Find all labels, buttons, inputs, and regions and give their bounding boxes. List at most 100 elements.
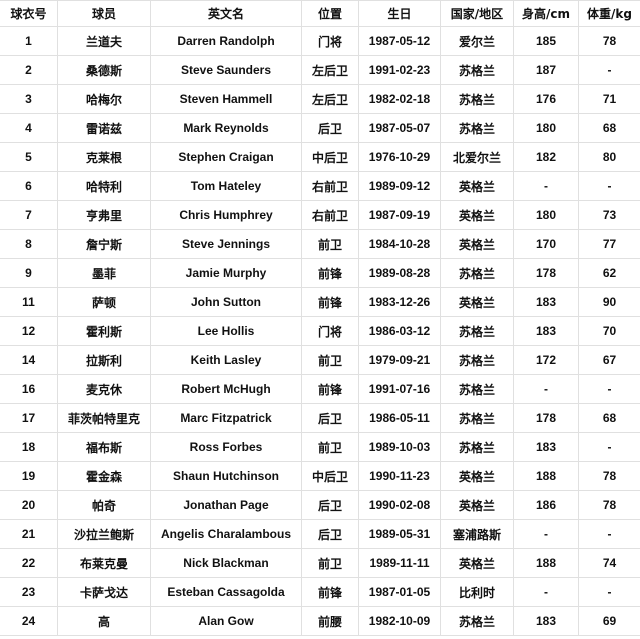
header-english-name: 英文名 bbox=[150, 0, 302, 27]
cell-english-name: Chris Humphrey bbox=[150, 200, 302, 230]
cell-player: 帕奇 bbox=[57, 490, 151, 520]
cell-player: 哈梅尔 bbox=[57, 84, 151, 114]
cell-height: - bbox=[513, 171, 579, 201]
cell-country: 苏格兰 bbox=[440, 316, 514, 346]
cell-english-name: Tom Hateley bbox=[150, 171, 302, 201]
table-row: 14 拉斯利 Keith Lasley 前卫 1979-09-21 苏格兰 172 67 bbox=[0, 345, 640, 375]
cell-number: 14 bbox=[0, 345, 58, 375]
cell-english-name: Lee Hollis bbox=[150, 316, 302, 346]
cell-birthday: 1986-03-12 bbox=[358, 316, 441, 346]
cell-birthday: 1983-12-26 bbox=[358, 287, 441, 317]
cell-player: 高 bbox=[57, 606, 151, 636]
cell-position: 门将 bbox=[301, 26, 359, 56]
table-row: 2 桑德斯 Steve Saunders 左后卫 1991-02-23 苏格兰 187- bbox=[0, 55, 640, 85]
cell-height: 183 bbox=[513, 606, 579, 636]
cell-country: 苏格兰 bbox=[440, 84, 514, 114]
cell-number: 4 bbox=[0, 113, 58, 143]
cell-position: 后卫 bbox=[301, 519, 359, 549]
table-row: 20 帕奇 Jonathan Page 后卫 1990-02-08 英格兰 186 78 bbox=[0, 490, 640, 520]
cell-weight: 78 bbox=[578, 26, 640, 56]
cell-country: 苏格兰 bbox=[440, 403, 514, 433]
cell-position: 中后卫 bbox=[301, 461, 359, 491]
cell-position: 前锋 bbox=[301, 258, 359, 288]
header-position: 位置 bbox=[301, 0, 359, 27]
cell-weight: 68 bbox=[578, 113, 640, 143]
cell-birthday: 1991-07-16 bbox=[358, 374, 441, 404]
cell-country: 塞浦路斯 bbox=[440, 519, 514, 549]
cell-country: 苏格兰 bbox=[440, 432, 514, 462]
cell-player: 兰道夫 bbox=[57, 26, 151, 56]
cell-position: 前锋 bbox=[301, 374, 359, 404]
cell-english-name: Esteban Cassagolda bbox=[150, 577, 302, 607]
cell-weight: 73 bbox=[578, 200, 640, 230]
cell-height: 188 bbox=[513, 461, 579, 491]
cell-weight: - bbox=[578, 577, 640, 607]
cell-player: 詹宁斯 bbox=[57, 229, 151, 259]
table-row: 3 哈梅尔 Steven Hammell 左后卫 1982-02-18 苏格兰 176 71 bbox=[0, 84, 640, 114]
cell-country: 苏格兰 bbox=[440, 258, 514, 288]
cell-birthday: 1990-11-23 bbox=[358, 461, 441, 491]
cell-english-name: Steve Jennings bbox=[150, 229, 302, 259]
cell-player: 菲茨帕特里克 bbox=[57, 403, 151, 433]
cell-height: 172 bbox=[513, 345, 579, 375]
table-row: 4 雷诺兹 Mark Reynolds 后卫 1987-05-07 苏格兰 180 68 bbox=[0, 113, 640, 143]
cell-weight: 74 bbox=[578, 548, 640, 578]
header-player: 球员 bbox=[57, 0, 151, 27]
cell-weight: - bbox=[578, 374, 640, 404]
cell-player: 墨菲 bbox=[57, 258, 151, 288]
cell-height: 183 bbox=[513, 316, 579, 346]
header-height: 身高/cm bbox=[513, 0, 579, 27]
cell-weight: 90 bbox=[578, 287, 640, 317]
cell-country: 苏格兰 bbox=[440, 374, 514, 404]
cell-weight: - bbox=[578, 432, 640, 462]
cell-player: 桑德斯 bbox=[57, 55, 151, 85]
cell-birthday: 1982-02-18 bbox=[358, 84, 441, 114]
cell-position: 前卫 bbox=[301, 345, 359, 375]
cell-birthday: 1989-05-31 bbox=[358, 519, 441, 549]
cell-number: 16 bbox=[0, 374, 58, 404]
cell-position: 前锋 bbox=[301, 287, 359, 317]
cell-number: 20 bbox=[0, 490, 58, 520]
cell-english-name: Keith Lasley bbox=[150, 345, 302, 375]
header-row: 球衣号 球员 英文名 位置 生日 国家/地区 身高/cm 体重/kg bbox=[0, 0, 640, 27]
cell-birthday: 1989-11-11 bbox=[358, 548, 441, 578]
cell-player: 拉斯利 bbox=[57, 345, 151, 375]
cell-height: 188 bbox=[513, 548, 579, 578]
cell-country: 英格兰 bbox=[440, 461, 514, 491]
cell-country: 比利时 bbox=[440, 577, 514, 607]
cell-number: 12 bbox=[0, 316, 58, 346]
cell-weight: 69 bbox=[578, 606, 640, 636]
cell-weight: 78 bbox=[578, 490, 640, 520]
cell-number: 18 bbox=[0, 432, 58, 462]
cell-number: 6 bbox=[0, 171, 58, 201]
cell-height: 182 bbox=[513, 142, 579, 172]
cell-country: 苏格兰 bbox=[440, 113, 514, 143]
cell-number: 3 bbox=[0, 84, 58, 114]
cell-player: 雷诺兹 bbox=[57, 113, 151, 143]
cell-english-name: Ross Forbes bbox=[150, 432, 302, 462]
cell-country: 苏格兰 bbox=[440, 55, 514, 85]
cell-birthday: 1990-02-08 bbox=[358, 490, 441, 520]
cell-position: 左后卫 bbox=[301, 55, 359, 85]
header-birthday: 生日 bbox=[358, 0, 441, 27]
cell-position: 前卫 bbox=[301, 432, 359, 462]
cell-height: 183 bbox=[513, 432, 579, 462]
cell-weight: 68 bbox=[578, 403, 640, 433]
cell-birthday: 1984-10-28 bbox=[358, 229, 441, 259]
cell-number: 8 bbox=[0, 229, 58, 259]
cell-height: 178 bbox=[513, 258, 579, 288]
cell-weight: 80 bbox=[578, 142, 640, 172]
cell-english-name: Marc Fitzpatrick bbox=[150, 403, 302, 433]
cell-country: 英格兰 bbox=[440, 200, 514, 230]
cell-weight: 71 bbox=[578, 84, 640, 114]
header-country: 国家/地区 bbox=[440, 0, 514, 27]
header-number: 球衣号 bbox=[0, 0, 58, 27]
cell-height: - bbox=[513, 374, 579, 404]
cell-weight: - bbox=[578, 519, 640, 549]
table-row: 18 福布斯 Ross Forbes 前卫 1989-10-03 苏格兰 183- bbox=[0, 432, 640, 462]
cell-position: 前腰 bbox=[301, 606, 359, 636]
cell-birthday: 1976-10-29 bbox=[358, 142, 441, 172]
table-row: 16 麦克休 Robert McHugh 前锋 1991-07-16 苏格兰 - - bbox=[0, 374, 640, 404]
table-row: 1 兰道夫 Darren Randolph 门将 1987-05-12 爱尔兰 185 78 bbox=[0, 26, 640, 56]
cell-position: 前锋 bbox=[301, 577, 359, 607]
